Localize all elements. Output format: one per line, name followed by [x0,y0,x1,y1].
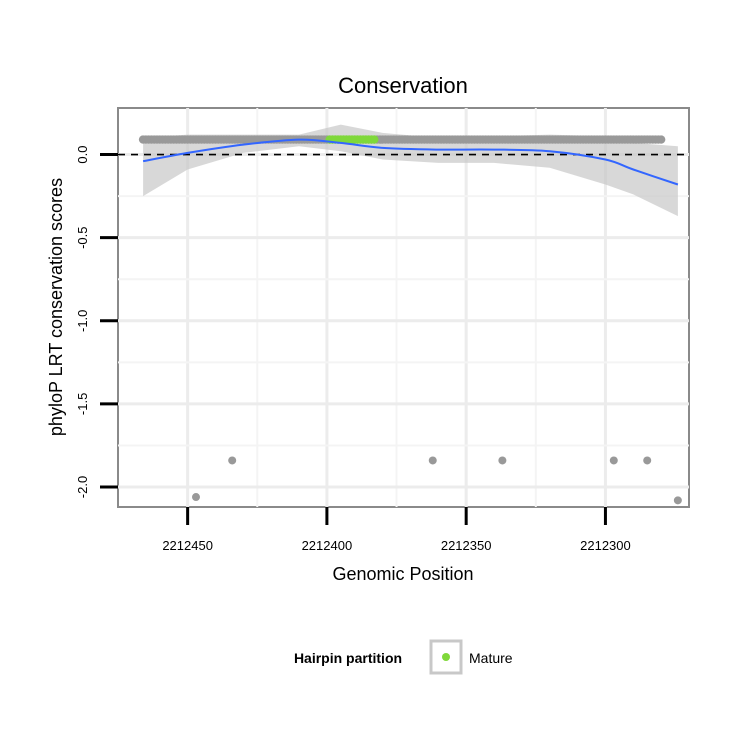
data-point-outlier [498,456,507,465]
x-tick-label: 2212300 [580,538,631,553]
confidence-band-layer [143,124,678,217]
data-points-layer [138,135,682,505]
grid-lines [118,108,689,507]
data-point-outlier [609,456,618,465]
data-point-outlier [228,456,237,465]
smooth-line-layer [118,138,689,186]
axes-layer: 2212450 2212400 2212350 2212300 0.0 -0.5 -1.0 -… [75,146,631,553]
y-tick-label: 0.0 [75,146,90,164]
x-tick-label: 2212400 [302,538,353,553]
y-axis-title: phyloP LRT conservation scores [46,178,66,436]
x-axis-title: Genomic Position [332,564,473,584]
y-tick-label: -1.5 [75,393,90,415]
x-tick-label: 2212350 [441,538,492,553]
y-tick-label: -1.0 [75,310,90,332]
legend-key-mature-dot [442,653,450,661]
data-point-outlier [673,496,682,505]
y-tick-label: -0.5 [75,226,90,248]
data-point-outlier [191,493,200,502]
data-point-outlier [428,456,437,465]
confidence-band [143,124,678,217]
smooth-fit-line [142,138,679,186]
data-point-outlier [643,456,652,465]
legend-label-mature: Mature [469,650,513,666]
y-tick-label: -2.0 [75,476,90,498]
x-tick-label: 2212450 [162,538,213,553]
data-point-conserved [656,135,666,144]
chart-title: Conservation [338,73,468,98]
data-point-mature [370,135,379,144]
legend: Hairpin partition Mature [294,639,513,675]
legend-title: Hairpin partition [294,650,402,666]
